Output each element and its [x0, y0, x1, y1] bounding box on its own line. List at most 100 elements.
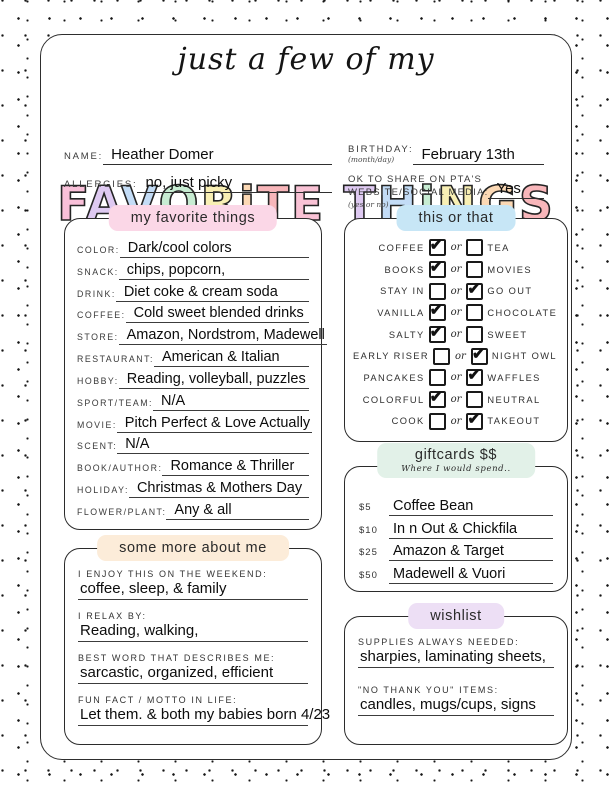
checkbox-left[interactable]	[433, 347, 451, 365]
giftcards-title: giftcards $$ Where I would spend..	[377, 443, 535, 478]
birthday-row: BIRTHDAY: (month/day) February 13th	[348, 144, 544, 165]
about-me-item: BEST WORD THAT DESCRIBES ME: sarcastic, …	[78, 653, 308, 684]
giftcards-subtitle: Where I would spend..	[401, 464, 511, 474]
or-text: or	[450, 307, 462, 319]
name-label: NAME:	[64, 151, 104, 162]
pta-hint: (yes or no)	[348, 199, 389, 209]
favorites-row: FLOWER/PLANT: Any & all	[77, 498, 309, 520]
favorites-row-label: MOVIE:	[77, 419, 117, 430]
checkbox-right[interactable]	[466, 304, 484, 322]
favorites-box: my favorite things COLOR: Dark/cool colo…	[64, 205, 327, 530]
allergies-value[interactable]: no, just picky	[137, 174, 332, 193]
birthday-hint: (month/day)	[348, 155, 395, 164]
pta-row: OK TO SHARE ON PTA'S WEBSITE/SOCIAL MEDI…	[348, 174, 544, 211]
giftcards-title-text: giftcards $$	[414, 447, 498, 463]
favorites-row-label: SCENT:	[77, 441, 118, 452]
option-right-label: MOVIES	[487, 264, 532, 275]
or-text: or	[450, 415, 462, 427]
favorites-row: SCENT: N/A	[77, 433, 309, 455]
giftcard-value[interactable]: Coffee Bean	[389, 498, 553, 516]
about-me-answer[interactable]: Reading, walking,	[78, 622, 308, 642]
checkbox-right[interactable]	[466, 239, 484, 257]
option-left-label: BOOKS	[384, 264, 425, 275]
checkbox-left[interactable]	[428, 235, 446, 257]
about-me-question: I ENJOY THIS ON THE WEEKEND:	[78, 569, 268, 579]
favorites-row-label: COLOR:	[77, 244, 120, 255]
checkbox-right[interactable]	[466, 365, 484, 387]
checkbox-right[interactable]	[466, 409, 484, 430]
favorites-row-label: BOOK/AUTHOR:	[77, 463, 163, 474]
option-right-label: NEUTRAL	[487, 394, 541, 405]
favorites-row-value[interactable]: Romance & Thriller	[162, 458, 309, 477]
option-left-label: COFFEE	[378, 242, 425, 253]
giftcard-value[interactable]: In n Out & Chickfila	[389, 521, 553, 539]
checkbox-left[interactable]	[428, 300, 446, 322]
wishlist-rows: SUPPLIES ALWAYS NEEDED: sharpies, lamina…	[345, 617, 567, 739]
option-left-label: VANILLA	[377, 307, 425, 318]
about-me-answer[interactable]: Let them. & both my babies born 4/23	[78, 706, 330, 726]
option-right-label: TAKEOUT	[487, 416, 541, 427]
favorites-row-value[interactable]: Amazon, Nordstrom, Madewell	[118, 327, 327, 346]
checkbox-left[interactable]	[428, 412, 446, 430]
this-or-that-row: VANILLA or CHOCOLATE	[353, 300, 559, 324]
name-value[interactable]: Heather Domer	[103, 146, 332, 165]
about-me-question: FUN FACT / MOTTO IN LIFE:	[78, 695, 238, 705]
allergies-label: ALLERGIES:	[64, 179, 138, 190]
checkbox-left[interactable]	[428, 282, 446, 300]
checkbox-right[interactable]	[466, 279, 484, 300]
favorites-row: BOOK/AUTHOR: Romance & Thriller	[77, 454, 309, 477]
or-text: or	[450, 329, 462, 341]
favorites-row-value[interactable]: Any & all	[166, 502, 309, 520]
about-me-item: I RELAX BY: Reading, walking,	[78, 611, 308, 642]
checkbox-left[interactable]	[428, 257, 446, 279]
giftcard-amount-label: $50	[359, 570, 378, 582]
favorites-row-value[interactable]: Reading, volleyball, puzzles	[118, 371, 309, 389]
favorites-row-value[interactable]: N/A	[117, 436, 309, 455]
checkbox-right[interactable]	[470, 344, 488, 365]
favorites-row: RESTAURANT: American & Italian	[77, 345, 309, 368]
giftcards-box: giftcards $$ Where I would spend.. $5 Co…	[344, 443, 568, 592]
about-me-title: some more about me	[97, 535, 289, 561]
this-or-that-row: EARLY RISER or NIGHT OWL	[353, 344, 559, 367]
option-left-label: COOK	[391, 416, 425, 427]
giftcard-value[interactable]: Madewell & Vuori	[389, 566, 553, 585]
birthday-value[interactable]: February 13th	[413, 146, 544, 165]
pta-label-line1: OK TO SHARE ON PTA'S	[348, 174, 483, 185]
giftcard-amount-label: $5	[359, 501, 372, 513]
checkbox-left[interactable]	[428, 322, 446, 344]
favorites-row-value[interactable]: Diet coke & cream soda	[115, 284, 309, 302]
option-left-label: COLORFUL	[362, 394, 425, 405]
favorites-row-value[interactable]: N/A	[152, 393, 309, 411]
checkbox-right[interactable]	[466, 326, 484, 344]
giftcard-amount-label: $25	[359, 547, 378, 559]
checkbox-right[interactable]	[466, 391, 484, 409]
favorites-row: STORE: Amazon, Nordstrom, Madewell	[77, 323, 327, 346]
checkbox-right[interactable]	[466, 261, 484, 279]
wishlist-answer[interactable]: sharpies, laminating sheets,	[358, 648, 554, 668]
about-me-answer[interactable]: coffee, sleep, & family	[78, 580, 308, 600]
favorites-row-value[interactable]: chips, popcorn,	[118, 262, 309, 280]
checkbox-left[interactable]	[428, 369, 446, 387]
favorites-row-value[interactable]: Christmas & Mothers Day	[128, 480, 309, 499]
wishlist-title: wishlist	[408, 603, 504, 629]
wishlist-answer[interactable]: candles, mugs/cups, signs	[358, 696, 554, 716]
favorites-row-value[interactable]: Pitch Perfect & Love Actually	[116, 415, 313, 433]
favorites-row: SNACK: chips, popcorn,	[77, 258, 309, 280]
about-me-answer[interactable]: sarcastic, organized, efficient	[78, 664, 308, 684]
this-or-that-row: BOOKS or MOVIES	[353, 257, 559, 281]
option-right-label: NIGHT OWL	[491, 351, 557, 362]
favorites-row: HOBBY: Reading, volleyball, puzzles	[77, 367, 309, 389]
favorites-row-value[interactable]: American & Italian	[153, 349, 309, 368]
favorites-row-value[interactable]: Cold sweet blended drinks	[125, 305, 309, 324]
option-left-label: EARLY RISER	[353, 351, 430, 362]
pta-value[interactable]: Yes	[488, 180, 544, 199]
favorites-row-label: HOLIDAY:	[77, 485, 129, 496]
option-left-label: PANCAKES	[363, 372, 425, 383]
giftcard-value[interactable]: Amazon & Target	[389, 543, 553, 562]
this-or-that-rows: COFFEE or TEA BOOKS or MOVIES STAY IN or…	[345, 219, 567, 440]
name-row: NAME: Heather Domer	[64, 146, 332, 165]
favorites-row-value[interactable]: Dark/cool colors	[119, 240, 309, 258]
this-or-that-row: PANCAKES or WAFFLES	[353, 365, 559, 389]
checkbox-left[interactable]	[428, 387, 446, 409]
this-or-that-row: COOK or TAKEOUT	[353, 409, 559, 433]
